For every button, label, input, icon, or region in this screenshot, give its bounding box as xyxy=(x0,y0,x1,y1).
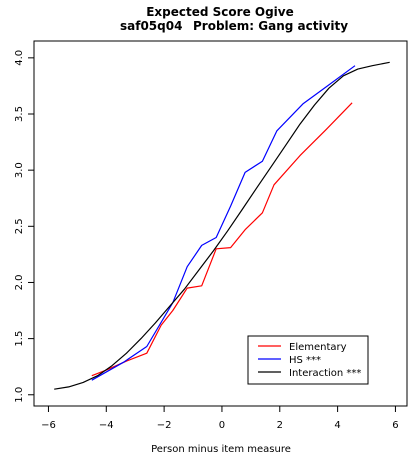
chart-title: Expected Score Ogive xyxy=(146,5,294,19)
y-tick-label: 2.0 xyxy=(14,275,25,291)
legend-box xyxy=(247,335,369,385)
legend: Elementary HS *** Interaction *** xyxy=(247,335,369,385)
series-lines xyxy=(54,61,390,390)
y-tick-label: 1.0 xyxy=(14,387,25,403)
legend-label-interaction: Interaction *** xyxy=(289,368,361,379)
x-tick-label: 0 xyxy=(219,420,225,431)
y-tick-label: 3.5 xyxy=(14,106,25,122)
chart-subtitle-problem: Problem: Gang activity xyxy=(193,19,348,33)
plot-frame xyxy=(33,40,408,407)
legend-label-elementary: Elementary xyxy=(289,342,347,353)
x-tick-label: −6 xyxy=(41,420,56,431)
x-tick-label: 6 xyxy=(392,420,398,431)
series-line-interaction xyxy=(54,61,390,390)
chart-subtitle-item: saf05q04 xyxy=(120,19,182,33)
legend-label-hs: HS *** xyxy=(289,355,321,366)
x-axis: −6 −4 −2 0 2 4 6 xyxy=(41,406,399,431)
x-tick-label: 4 xyxy=(334,420,340,431)
series-line-elementary xyxy=(91,102,353,377)
x-axis-label: Person minus item measure xyxy=(151,444,291,455)
x-tick-label: 2 xyxy=(277,420,283,431)
y-tick-label: 1.5 xyxy=(14,331,25,347)
x-tick-label: −4 xyxy=(99,420,114,431)
x-tick-label: −2 xyxy=(157,420,172,431)
series-line-hs xyxy=(91,65,356,381)
y-tick-label: 2.5 xyxy=(14,218,25,234)
y-tick-label: 4.0 xyxy=(14,50,25,66)
y-tick-label: 3.0 xyxy=(14,162,25,178)
y-axis: 1.0 1.5 2.0 2.5 3.0 3.5 4.0 xyxy=(14,50,34,403)
